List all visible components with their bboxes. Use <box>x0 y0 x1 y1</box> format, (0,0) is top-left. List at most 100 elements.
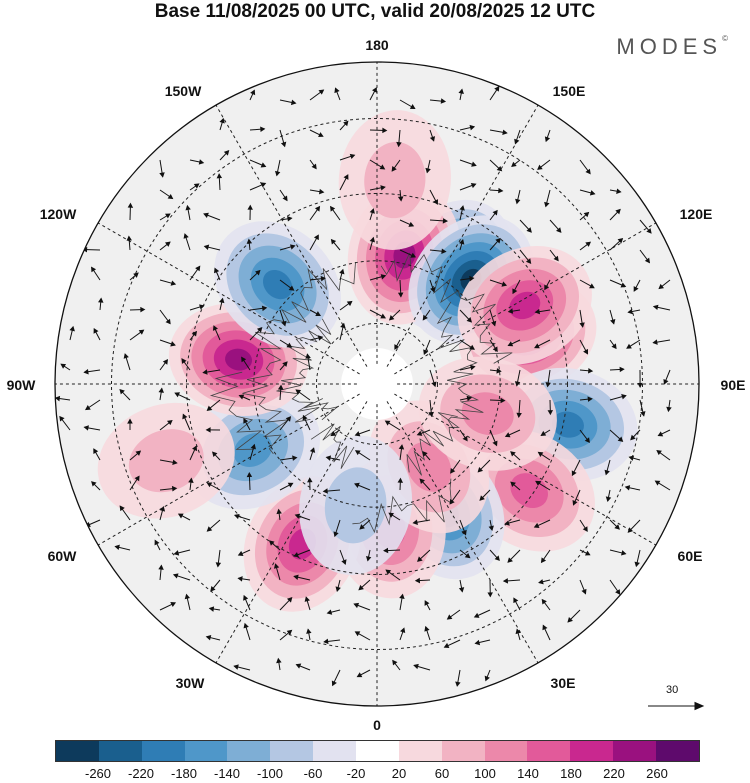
wind-arrow <box>422 451 431 461</box>
wind-arrow <box>189 183 200 191</box>
wind-arrow <box>654 480 671 491</box>
wind-arrow <box>459 275 475 282</box>
copyright-mark: © <box>722 34 728 43</box>
lon-label-150w: 150W <box>164 83 202 99</box>
wind-arrow <box>515 189 521 205</box>
wind-arrow <box>579 396 593 402</box>
wind-arrow <box>323 638 341 645</box>
wind-arrow <box>295 663 311 671</box>
map-title: Base 11/08/2025 00 UTC, valid 20/08/2025… <box>154 1 596 22</box>
colorbar-tick-label: -100 <box>256 766 284 781</box>
wind-arrow <box>398 444 405 461</box>
colorbar-swatch <box>184 741 228 761</box>
meridian-line <box>215 104 368 367</box>
meridian-line <box>386 104 539 367</box>
wind-arrow <box>339 549 347 565</box>
wind-arrow <box>247 204 253 221</box>
wind-arrow <box>185 204 191 221</box>
wind-arrow <box>181 358 191 371</box>
wind-arrow <box>119 505 131 521</box>
meridian-line <box>97 393 360 546</box>
wind-arrow <box>159 359 169 371</box>
wind-arrow <box>369 87 377 101</box>
wind-arrow <box>639 219 652 234</box>
modes-logo: MODES© <box>616 34 728 60</box>
wind-arrow <box>249 327 263 341</box>
wind-arrow <box>399 219 415 227</box>
wind-arrow <box>540 549 551 564</box>
wind-arrow <box>246 471 253 491</box>
wind-arrow <box>159 602 177 611</box>
colorbar-swatch <box>613 741 657 761</box>
wind-arrow <box>203 244 221 251</box>
wind-arrow <box>392 659 401 671</box>
wind-arrow <box>474 639 491 646</box>
wind-arrow <box>446 609 461 620</box>
wind-arrow <box>538 579 551 585</box>
wind-arrow <box>609 188 622 194</box>
colorbar-tick-label: 100 <box>474 766 496 781</box>
anomaly-contour <box>364 141 426 219</box>
wind-arrow <box>302 414 311 431</box>
coastline-segment <box>436 301 484 429</box>
wind-arrow <box>504 429 521 438</box>
wind-arrow <box>488 519 494 532</box>
wind-arrow <box>98 297 104 311</box>
wind-arrow <box>510 451 521 461</box>
wind-arrow <box>114 544 131 551</box>
wind-arrow <box>55 395 71 402</box>
anomaly-cell <box>457 246 592 365</box>
colorbar-tick-label: 260 <box>646 766 668 781</box>
wind-arrow <box>159 419 173 431</box>
wind-arrow <box>279 339 293 348</box>
wind-arrow <box>604 459 611 476</box>
wind-arrow <box>159 189 174 200</box>
wind-arrow <box>83 425 101 431</box>
wind-arrow <box>637 369 643 389</box>
wind-arrow <box>279 244 296 251</box>
coastline-segment <box>209 371 263 450</box>
meridian-line <box>394 393 657 546</box>
wind-arrow <box>127 202 134 221</box>
wind-arrow <box>241 356 251 371</box>
wind-arrow <box>158 387 164 401</box>
wind-arrow <box>279 416 292 431</box>
wind-arrow <box>419 478 431 491</box>
wind-arrow <box>429 369 437 388</box>
anomaly-contour <box>551 411 584 438</box>
wind-arrow <box>541 598 551 611</box>
wind-arrow <box>354 429 371 437</box>
wind-arrow <box>119 388 131 401</box>
wind-arrow <box>652 304 671 311</box>
wind-arrow <box>304 596 311 611</box>
wind-arrow <box>544 279 551 291</box>
wind-arrow <box>243 417 251 431</box>
colorbar-swatch <box>313 741 357 761</box>
wind-arrow <box>515 628 521 641</box>
colorbar-tick-label: 180 <box>560 766 582 781</box>
wind-arrow <box>609 339 617 350</box>
wind-arrow <box>219 150 230 161</box>
wind-arrow <box>279 309 287 327</box>
colorbar-tick-label: 140 <box>517 766 539 781</box>
colorbar-tick-label: -260 <box>84 766 112 781</box>
wind-arrow <box>279 189 288 202</box>
wind-arrow <box>459 549 471 559</box>
wind-arrow <box>329 205 341 221</box>
wind-arrow <box>243 594 251 611</box>
wind-arrow <box>274 159 281 177</box>
wind-arrow <box>159 485 178 492</box>
wind-arrow <box>69 325 75 341</box>
wind-arrow <box>514 129 521 145</box>
wind-arrow <box>535 480 551 491</box>
wind-arrow <box>459 159 477 167</box>
wind-arrow <box>184 593 191 611</box>
wind-arrow <box>212 325 221 341</box>
wind-arrow <box>399 593 405 611</box>
lon-label-60w: 60W <box>47 548 77 564</box>
wind-arrow <box>305 353 311 371</box>
wind-arrow <box>507 549 521 563</box>
wind-arrow <box>309 89 325 101</box>
wind-arrow <box>202 369 221 375</box>
wind-arrow <box>214 267 221 281</box>
